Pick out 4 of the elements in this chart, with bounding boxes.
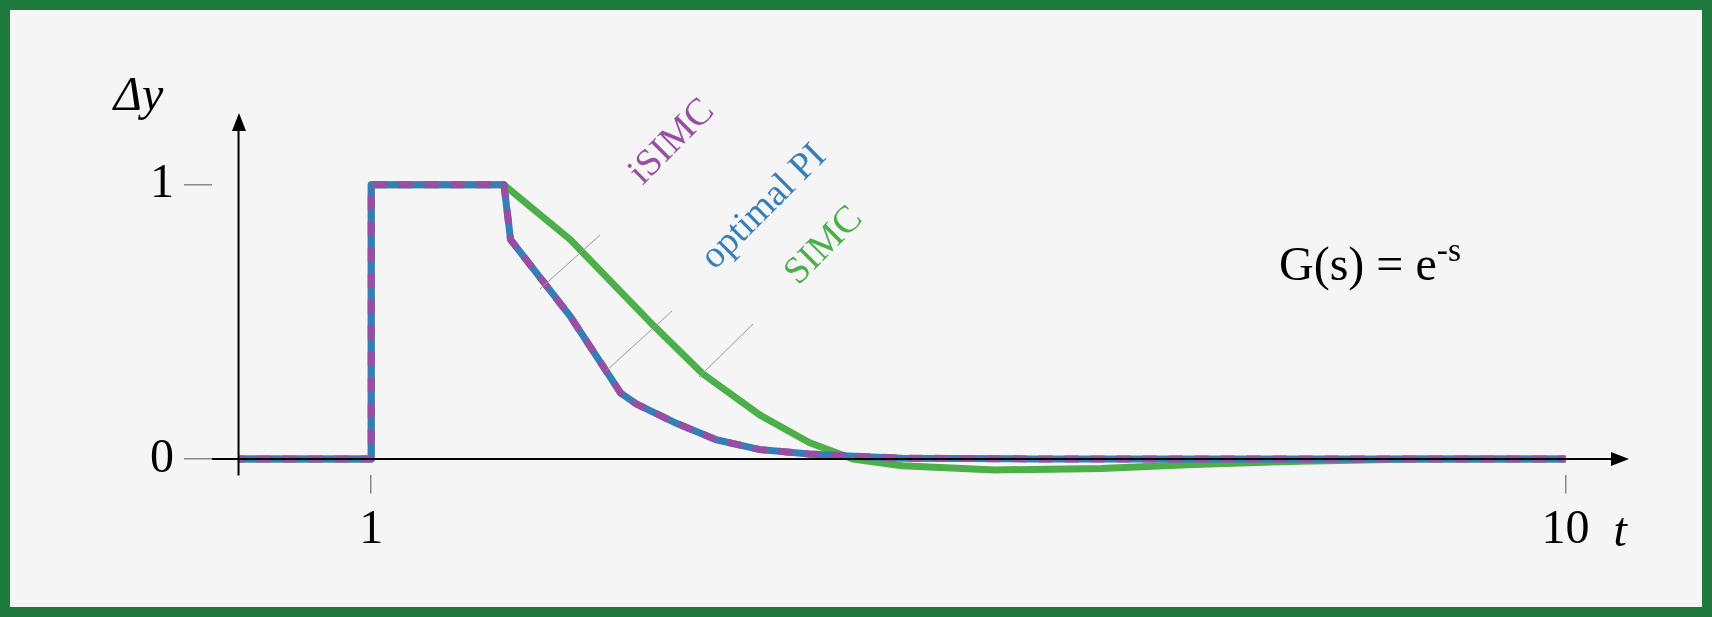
- y-axis-title: Δy: [111, 67, 164, 120]
- x-tick-label: 10: [1541, 499, 1590, 553]
- y-tick-label: 0: [150, 428, 174, 482]
- x-axis-title: t: [1613, 502, 1629, 556]
